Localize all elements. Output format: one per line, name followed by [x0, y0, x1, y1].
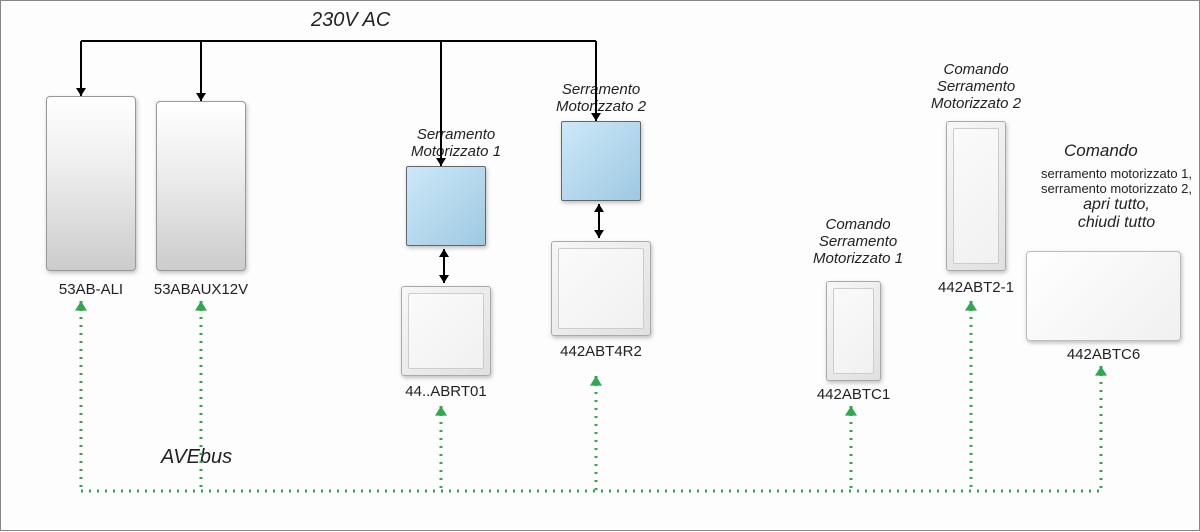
device-win2 — [561, 121, 641, 201]
code-mod4: 442ABT2-1 — [921, 279, 1031, 296]
title-4: Comando — [1064, 141, 1138, 161]
device-mod2 — [551, 241, 651, 336]
device-mod3 — [826, 281, 881, 381]
code-mod2: 442ABT4R2 — [546, 343, 656, 360]
device-win1 — [406, 166, 486, 246]
device-psu2 — [156, 101, 246, 271]
device-mod4 — [946, 121, 1006, 271]
comando-detail-text: serramento motorizzato 1,serramento moto… — [1041, 166, 1192, 232]
code-mod3: 442ABTC1 — [799, 386, 909, 403]
device-psu1 — [46, 96, 136, 271]
title-0: SerramentoMotorizzato 1 — [411, 126, 501, 160]
bus-name-label: AVEbus — [161, 446, 232, 469]
power-voltage-label: 230V AC — [311, 9, 390, 32]
title-2: ComandoSerramentoMotorizzato 1 — [813, 216, 903, 267]
device-mod5 — [1026, 251, 1181, 341]
title-3: ComandoSerramentoMotorizzato 2 — [931, 61, 1021, 112]
wiring-diagram: 230V AC AVEbus SerramentoMotorizzato 1 Se… — [0, 0, 1200, 531]
code-psu1: 53AB-ALI — [36, 281, 146, 298]
code-psu2: 53ABAUX12V — [146, 281, 256, 298]
device-mod1 — [401, 286, 491, 376]
code-mod5: 442ABTC6 — [1049, 346, 1159, 363]
code-mod1: 44..ABRT01 — [391, 383, 501, 400]
title-1: SerramentoMotorizzato 2 — [556, 81, 646, 115]
